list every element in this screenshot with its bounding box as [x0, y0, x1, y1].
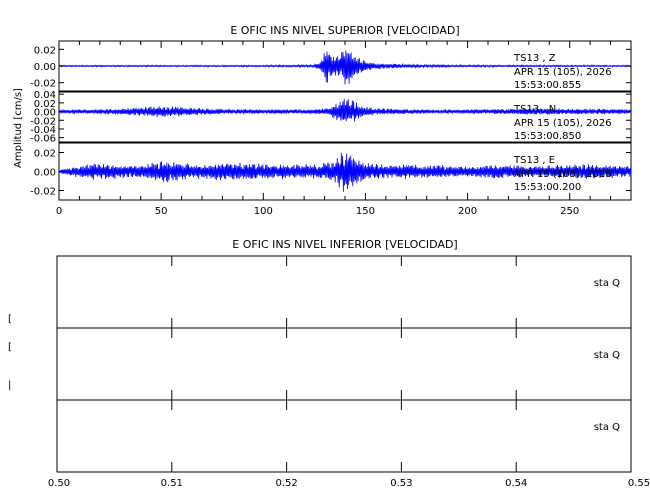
time-label: 15:53:00.200: [514, 182, 581, 193]
x-tick-label: 0.54: [505, 478, 527, 489]
y-tick-label: 0.04: [34, 90, 56, 101]
lower-chart: E OFIC INS NIVEL INFERIOR [VELOCIDAD] st…: [8, 238, 650, 489]
station-label: TS13 , Z: [513, 53, 556, 64]
waveform-line: [58, 98, 632, 122]
waveform-line: [58, 50, 632, 85]
trace-panel-e: 0.02 0.00 -0.02 TS13 , E APR 15 (105), 2026 1…: [30, 142, 632, 201]
y-tick-label: 0.02: [34, 45, 56, 56]
x-tick-label: 0.53: [390, 478, 412, 489]
y-tick-label: 0.02: [34, 99, 56, 110]
time-label: 15:53:00.855: [514, 80, 581, 91]
panel-frame: [56, 327, 632, 401]
x-tick-label: 150: [356, 206, 375, 217]
y-tick-label: 0.00: [34, 62, 56, 73]
empty-trace-panel-3: sta Q: [56, 399, 632, 473]
x-tick-label: 250: [560, 206, 579, 217]
trace-panel-n: 0.040.020.00-0.02-0.04-0.06 TS13 , N APR 1…: [30, 90, 632, 145]
x-tick-label: 0.52: [275, 478, 297, 489]
y-tick-label: -0.02: [30, 79, 56, 90]
y-tick-label: -0.02: [30, 116, 56, 127]
left-edge-mark: [: [8, 342, 12, 353]
empty-trace-panel-1: sta Q: [56, 255, 632, 329]
upper-x-axis: 0 50 100 150 200 250: [56, 41, 612, 217]
panel-frame: [56, 255, 632, 329]
station-label: sta Q: [594, 350, 620, 361]
y-tick-label: 0.00: [34, 168, 56, 179]
upper-chart: E OFIC INS NIVEL SUPERIOR [VELOCIDAD] Am…: [13, 24, 632, 217]
time-label: 15:53:00.850: [514, 131, 581, 142]
y-tick-label: -0.04: [30, 125, 56, 136]
x-tick-label: 0: [56, 206, 62, 217]
lower-x-axis: 0.50 0.51 0.52 0.53 0.54 0.55: [48, 478, 650, 489]
panel-frame: [58, 91, 632, 143]
date-label: APR 15 (105), 2026: [514, 67, 612, 78]
date-label: APR 15 (105), 2026: [514, 169, 612, 180]
x-tick-label: 200: [458, 206, 477, 217]
left-edge-mark: [: [8, 314, 12, 325]
x-tick-label: 50: [155, 206, 168, 217]
x-tick-label: 0.50: [48, 478, 70, 489]
date-label: APR 15 (105), 2026: [514, 118, 612, 129]
lower-trace-panels: sta Q sta Q sta Q: [56, 255, 632, 473]
station-label: sta Q: [594, 278, 620, 289]
left-edge-marks: [ [ |: [8, 314, 12, 391]
station-label: TS13 , E: [513, 155, 555, 166]
waveform-line: [58, 152, 632, 192]
left-edge-mark: |: [8, 380, 11, 391]
station-label: sta Q: [594, 422, 620, 433]
y-tick-label: 0.00: [34, 108, 56, 119]
upper-y-axis-label: Amplitud [cm/s]: [13, 88, 24, 168]
trace-panel-z: 0.02 0.00 -0.02 TS13 , Z APR 15 (105), 2026 1…: [30, 40, 632, 92]
upper-chart-title: E OFIC INS NIVEL SUPERIOR [VELOCIDAD]: [230, 24, 459, 37]
x-tick-label: 0.55: [628, 478, 650, 489]
x-tick-label: 0.51: [161, 478, 183, 489]
lower-chart-title: E OFIC INS NIVEL INFERIOR [VELOCIDAD]: [232, 238, 457, 251]
empty-trace-panel-2: sta Q: [56, 327, 632, 401]
y-tick-label: -0.06: [30, 134, 56, 145]
station-label: TS13 , N: [513, 104, 556, 115]
y-tick-label: -0.02: [30, 187, 56, 198]
panel-frame: [56, 399, 632, 473]
x-tick-label: 100: [254, 206, 273, 217]
y-tick-label: 0.02: [34, 149, 56, 160]
